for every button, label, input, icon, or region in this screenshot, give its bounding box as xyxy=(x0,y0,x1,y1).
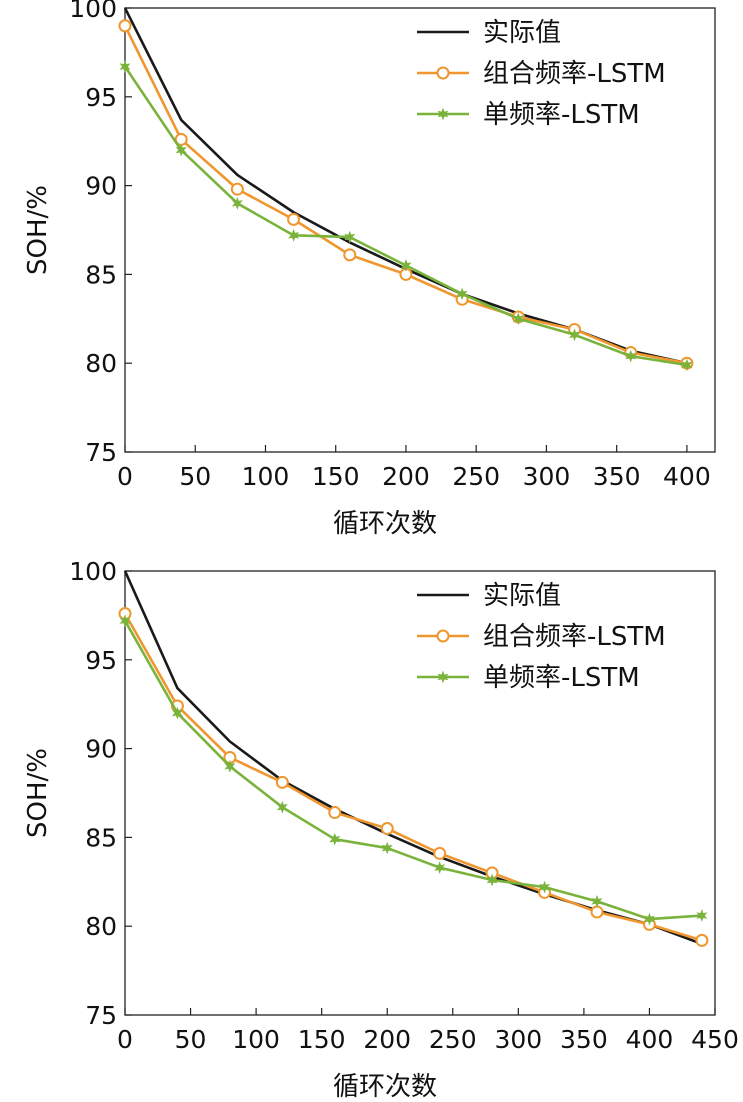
legend-label-1: 实际值 xyxy=(483,18,561,48)
data-point-circle xyxy=(380,822,394,836)
data-point-star xyxy=(119,60,131,73)
data-point-star xyxy=(231,196,243,210)
chart-panel-1: 0 50 100 150 200 250 300 350 400 75 80 85 90 95 100 循环次… xyxy=(23,0,716,539)
data-point-star xyxy=(381,841,393,855)
data-point-circle xyxy=(433,846,447,860)
x-tick-label: 250 xyxy=(429,1025,477,1054)
x-tick-label: 350 xyxy=(560,1025,608,1054)
series-line-2 xyxy=(123,612,703,942)
data-point-star xyxy=(175,143,187,157)
x-tick-label: 200 xyxy=(363,1025,411,1054)
y-tick-label: 100 xyxy=(69,557,117,586)
plot-area-frame xyxy=(124,570,716,1016)
data-point-star xyxy=(288,228,300,242)
data-point-circle xyxy=(695,933,709,947)
y-axis-label: SOH/% xyxy=(23,748,53,838)
x-tick-label: 100 xyxy=(232,1025,280,1054)
data-point-star xyxy=(512,312,524,326)
y-axis-label: SOH/% xyxy=(23,185,53,275)
x-tick-label: 250 xyxy=(452,462,500,491)
x-tick-label: 450 xyxy=(691,1025,739,1054)
data-point-circle xyxy=(230,182,244,196)
x-tick-label: 0 xyxy=(117,462,133,491)
data-point-star xyxy=(344,230,356,244)
legend-label-2: 组合频率-LSTM xyxy=(483,622,666,652)
legend-label-2: 组合频率-LSTM xyxy=(483,59,666,89)
legend-label-3: 单频率-LSTM xyxy=(483,100,640,130)
data-point-circle xyxy=(328,806,342,820)
y-tick-label: 95 xyxy=(85,646,117,675)
data-point-circle xyxy=(343,248,357,262)
data-point-star xyxy=(400,259,412,272)
data-point-star xyxy=(119,614,131,628)
x-tick-label: 50 xyxy=(175,1025,207,1054)
data-point-star xyxy=(171,706,183,720)
data-point-star xyxy=(434,861,446,874)
plot-area-frame xyxy=(124,7,716,453)
data-point-star xyxy=(643,912,655,926)
data-point-star xyxy=(224,759,236,773)
x-tick-label: 400 xyxy=(626,1025,674,1054)
legend-marker-circle xyxy=(436,629,450,643)
data-point-circle xyxy=(275,775,289,789)
data-point-circle xyxy=(287,212,301,226)
legend-label-1: 实际值 xyxy=(483,581,561,611)
x-tick-label: 300 xyxy=(523,462,571,491)
y-tick-label: 75 xyxy=(85,438,117,467)
data-point-star xyxy=(276,800,288,814)
data-point-star xyxy=(569,328,581,342)
x-tick-label: 200 xyxy=(382,462,430,491)
data-point-circle xyxy=(590,905,604,919)
y-tick-label: 90 xyxy=(85,735,117,764)
data-point-star xyxy=(591,894,603,908)
x-tick-label: 150 xyxy=(312,462,360,491)
x-tick-label: 400 xyxy=(663,462,711,491)
y-tick-label: 95 xyxy=(85,83,117,112)
x-tick-label: 300 xyxy=(494,1025,542,1054)
x-tick-label: 50 xyxy=(179,462,211,491)
y-tick-label: 80 xyxy=(85,912,117,941)
series-line-1 xyxy=(123,570,703,946)
y-tick-label: 85 xyxy=(85,823,117,852)
x-axis-label: 循环次数 xyxy=(333,1072,437,1102)
data-point-star xyxy=(625,349,637,363)
series-line-3 xyxy=(123,620,702,921)
data-point-star xyxy=(329,832,341,846)
x-tick-label: 150 xyxy=(298,1025,346,1054)
legend-marker-star xyxy=(437,107,449,121)
legend-marker-star xyxy=(437,670,449,684)
y-tick-label: 85 xyxy=(85,260,117,289)
x-axis-label: 循环次数 xyxy=(333,509,437,539)
chart-panel-2: 0 50 100 150 200 250 300 350 400 450 75 80 85 90 95 100… xyxy=(23,557,739,1102)
y-tick-label: 90 xyxy=(85,172,117,201)
data-point-star xyxy=(539,880,551,894)
legend-marker-circle xyxy=(436,66,450,80)
x-tick-label: 350 xyxy=(593,462,641,491)
data-point-star xyxy=(696,909,708,922)
data-point-star xyxy=(456,287,468,301)
legend-label-3: 单频率-LSTM xyxy=(483,663,640,693)
x-tick-label: 0 xyxy=(117,1025,133,1054)
data-point-circle xyxy=(118,19,132,33)
y-tick-label: 80 xyxy=(85,349,117,378)
data-point-star xyxy=(681,358,693,372)
y-tick-label: 100 xyxy=(69,0,117,23)
data-point-star xyxy=(486,873,498,887)
y-tick-label: 75 xyxy=(85,1001,117,1030)
x-tick-label: 100 xyxy=(242,462,290,491)
